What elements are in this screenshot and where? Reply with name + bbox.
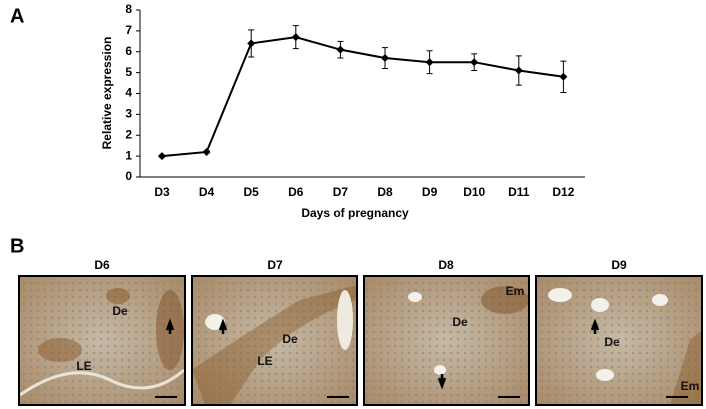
arrow	[218, 318, 228, 334]
tissue-label: De	[282, 332, 298, 346]
micrograph: De Em D9	[535, 258, 703, 406]
micrograph: Em De D8	[363, 258, 530, 406]
lumen	[548, 288, 572, 302]
y-tick-label: 8	[125, 2, 132, 16]
x-axis-label: Days of pregnancy	[301, 206, 409, 220]
lumen	[337, 290, 353, 350]
x-tick-label: D12	[552, 185, 574, 199]
micrograph: De LE D6	[18, 258, 186, 406]
tissue-label: De	[452, 315, 468, 329]
plot: 0 1 2 3 4 5 6 7 8 D3 D4 D5 D6 D7 D8 D9 D10 D11 D12	[125, 2, 574, 199]
x-tick-label: D10	[463, 185, 485, 199]
lumen	[652, 294, 668, 306]
x-tick-label: D9	[422, 185, 438, 199]
x-tick-label: D4	[199, 185, 215, 199]
marker	[425, 58, 434, 67]
lumen	[205, 314, 225, 330]
y-tick-label: 0	[125, 169, 132, 183]
stain	[106, 288, 130, 304]
tissue-label: Em	[506, 284, 525, 298]
x-tick-label: D5	[244, 185, 260, 199]
marker	[291, 33, 300, 42]
frame	[18, 275, 186, 406]
stain	[670, 330, 702, 405]
lumen	[596, 369, 614, 381]
stain	[481, 286, 529, 314]
marker	[381, 54, 389, 63]
lumen	[408, 292, 422, 302]
frame	[535, 275, 703, 406]
arrow	[437, 374, 447, 390]
x-tick-label: D6	[288, 185, 304, 199]
micrographs: De LE D6 De LE D7 Em De	[18, 258, 703, 406]
texture	[364, 276, 529, 405]
marker	[470, 58, 479, 67]
stain	[38, 338, 82, 362]
marker	[514, 66, 523, 75]
arrow	[165, 318, 175, 334]
marker	[158, 152, 166, 161]
tissue-label: De	[604, 335, 620, 349]
image-title: D8	[438, 258, 454, 272]
image-title: D9	[611, 258, 627, 272]
micrograph: De LE D7	[191, 258, 358, 406]
tissue-label: Em	[681, 379, 700, 393]
y-tick-label: 3	[125, 107, 132, 121]
y-tick-label: 4	[125, 86, 132, 100]
tissue-label: De	[112, 304, 128, 318]
frame	[363, 275, 530, 406]
lumen	[591, 298, 609, 312]
texture	[192, 276, 357, 405]
y-tick-label: 2	[125, 127, 132, 141]
panel-label: B	[10, 235, 24, 257]
tissue-label: LE	[76, 359, 91, 373]
stain	[192, 285, 357, 405]
panel-label: A	[10, 5, 24, 27]
frame	[191, 275, 358, 406]
x-tick-label: D8	[377, 185, 393, 199]
x-tick-label: D11	[508, 185, 530, 199]
marker	[247, 39, 256, 48]
lumen	[434, 365, 446, 375]
y-tick-label: 6	[125, 44, 132, 58]
y-tick-label: 5	[125, 65, 132, 79]
y-tick-label: 7	[125, 23, 132, 37]
y-tick-label: 1	[125, 148, 132, 162]
marker	[336, 45, 345, 54]
tissue-label: LE	[257, 354, 272, 368]
series-line	[161, 36, 564, 158]
x-tick-label: D7	[333, 185, 349, 199]
x-tick-label: D3	[154, 185, 170, 199]
image-title: D6	[94, 258, 110, 272]
y-axis-label: Relative expression	[100, 37, 114, 150]
lumen	[19, 368, 185, 397]
marker	[202, 147, 211, 156]
arrow	[590, 318, 600, 334]
marker	[559, 72, 568, 81]
image-title: D7	[267, 258, 283, 272]
